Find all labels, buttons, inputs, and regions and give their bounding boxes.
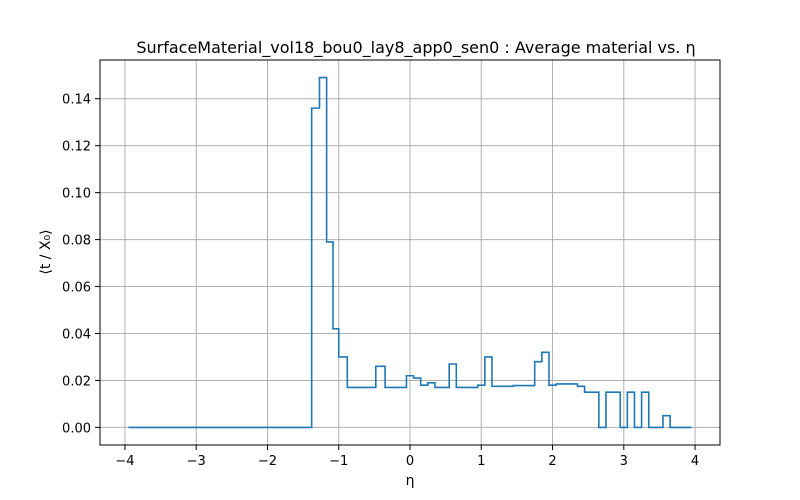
- y-tick-label: 0.14: [62, 93, 91, 108]
- y-tick-label: 0.00: [62, 421, 91, 436]
- y-tick-label: 0.08: [62, 234, 91, 249]
- grid: [100, 60, 720, 445]
- series: [128, 76, 692, 429]
- y-axis-label: ⟨t / X₀⟩: [38, 229, 54, 274]
- chart-title: SurfaceMaterial_vol18_bou0_lay8_app0_sen…: [136, 38, 695, 58]
- y-tick-label: 0.12: [62, 140, 91, 155]
- y-axis: 0.00 0.02 0.04 0.06 0.08 0.10 0.12 0.14: [62, 93, 100, 436]
- x-tick-label: −1: [329, 454, 348, 469]
- y-tick-label: 0.06: [62, 281, 91, 296]
- x-tick-label: 0: [406, 454, 414, 469]
- x-tick-label: 1: [477, 454, 485, 469]
- y-tick-label: 0.04: [62, 327, 91, 342]
- x-tick-label: −4: [115, 454, 134, 469]
- x-axis-label: η: [406, 473, 415, 489]
- series-line: [128, 76, 692, 429]
- x-tick-label: −2: [258, 454, 277, 469]
- x-tick-label: 3: [620, 454, 628, 469]
- y-tick-label: 0.02: [62, 374, 91, 389]
- y-tick-label: 0.10: [62, 187, 91, 202]
- x-tick-label: −3: [187, 454, 206, 469]
- x-axis: −4 −3 −2 −1 0 1 2 3 4: [115, 445, 699, 469]
- x-tick-label: 2: [548, 454, 556, 469]
- x-tick-label: 4: [691, 454, 699, 469]
